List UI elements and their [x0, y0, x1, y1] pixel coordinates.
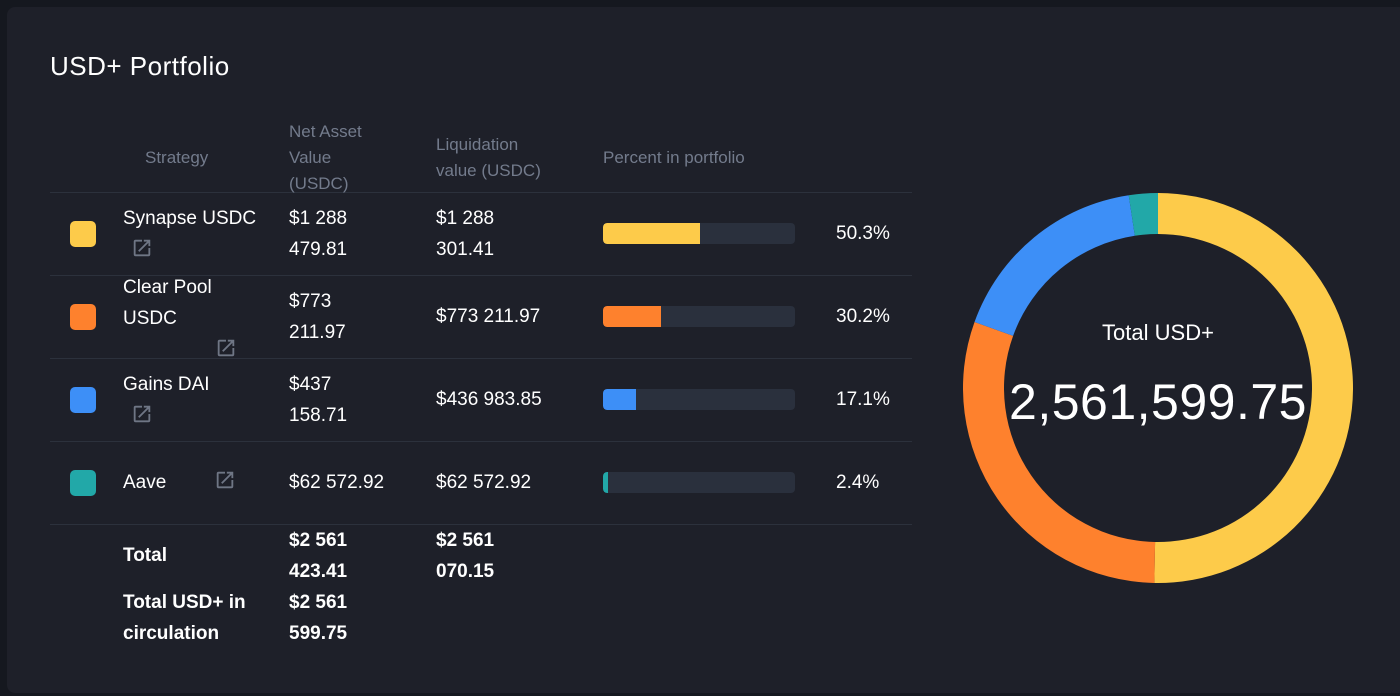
- circulation-label-line: Total USD+ in: [123, 592, 246, 613]
- percent-bar: [603, 223, 795, 244]
- color-swatch: [70, 221, 96, 247]
- nav-value: $773 211.97: [289, 286, 399, 348]
- liq-line: $1 288: [436, 208, 495, 229]
- header-nav-line: (USDC): [289, 174, 349, 193]
- liquidation-value: $62 572.92: [436, 467, 576, 498]
- strategy-name: Synapse USDC: [123, 208, 257, 229]
- circulation-label: Total USD+ in circulation: [123, 587, 246, 649]
- donut-slice-clear-pool-usdc[interactable]: [962, 321, 1156, 583]
- header-liq-line: value (USDC): [436, 161, 541, 180]
- nav-line: $437: [289, 374, 332, 395]
- header-percent: Percent in portfolio: [603, 148, 745, 167]
- liq-line: $436 983.85: [436, 389, 542, 410]
- nav-line: 479.81: [289, 239, 348, 260]
- table-header: Strategy Net Asset Value (USDC) Liquidat…: [50, 111, 912, 193]
- donut-slice-synapse-usdc[interactable]: [1154, 193, 1353, 583]
- name-line: Clear Pool: [123, 277, 212, 298]
- total-label: Total: [123, 545, 167, 566]
- total-liq-line: $2 561: [436, 530, 495, 551]
- percent-bar-fill: [603, 223, 700, 244]
- liquidation-value: $436 983.85: [436, 384, 576, 415]
- totals-section: Total $2 561 423.41 $2 561 070.15 Total …: [50, 525, 912, 655]
- nav-line: 211.97: [289, 322, 346, 343]
- percent-bar-fill: [603, 389, 636, 410]
- strategy-table: Strategy Net Asset Value (USDC) Liquidat…: [50, 111, 912, 655]
- header-strategy: Strategy: [145, 148, 209, 167]
- open-in-new-icon[interactable]: [131, 403, 153, 425]
- nav-value: $1 288 479.81: [289, 203, 399, 265]
- percent-bar: [603, 389, 795, 410]
- percent-label: 30.2%: [836, 306, 890, 327]
- open-in-new-icon[interactable]: [214, 469, 236, 491]
- circulation-value-line: $2 561: [289, 592, 348, 613]
- header-liq-line: Liquidation: [436, 135, 519, 154]
- header-nav-line: Value: [289, 148, 332, 167]
- donut-svg: [962, 193, 1353, 583]
- donut-title: Total USD+: [1102, 320, 1214, 345]
- liquidation-value: $773 211.97: [436, 301, 576, 332]
- percent-label: 2.4%: [836, 472, 880, 493]
- color-swatch: [70, 387, 96, 413]
- header-nav: Net Asset Value (USDC): [289, 119, 362, 197]
- nav-line: $1 288: [289, 208, 348, 229]
- circulation-value-line: 599.75: [289, 623, 348, 644]
- total-nav-line: $2 561: [289, 530, 348, 551]
- table-row: Gains DAI $437 158.71 $436 983.85 17.1%: [50, 359, 912, 442]
- strategy-name: Clear Pool USDC: [123, 272, 212, 334]
- donut-slice-gains-dai[interactable]: [974, 195, 1135, 336]
- circulation-label-line: circulation: [123, 623, 220, 644]
- liq-line: $62 572.92: [436, 472, 532, 493]
- table-row: Aave $62 572.92 $62 572.92 2.4%: [50, 442, 912, 525]
- total-liquidation-value: $2 561 070.15: [436, 525, 576, 587]
- circulation-value: $2 561 599.75: [289, 587, 399, 649]
- donut-chart: Total USD+ 2,561,599.75: [957, 187, 1359, 589]
- percent-bar-fill: [603, 472, 608, 493]
- donut-slice-aave[interactable]: [1128, 193, 1158, 236]
- open-in-new-icon[interactable]: [215, 337, 237, 359]
- table-row: Synapse USDC $1 288 479.81 $1 288 301.41…: [50, 193, 912, 276]
- liquidation-value: $1 288 301.41: [436, 203, 576, 265]
- nav-line: $62 572.92: [289, 472, 385, 493]
- open-in-new-icon[interactable]: [131, 237, 153, 259]
- color-swatch: [70, 304, 96, 330]
- liq-line: 301.41: [436, 239, 495, 260]
- percent-bar: [603, 306, 795, 327]
- strategy-name: Gains DAI: [123, 374, 210, 395]
- portfolio-card: USD+ Portfolio Strategy Net Asset Value …: [7, 7, 1400, 693]
- nav-line: $773: [289, 291, 332, 312]
- percent-bar: [603, 472, 795, 493]
- header-liquidation: Liquidation value (USDC): [436, 132, 541, 184]
- nav-value: $437 158.71: [289, 369, 399, 431]
- header-nav-line: Net Asset: [289, 122, 362, 141]
- donut-total: 2,561,599.75: [1009, 374, 1307, 430]
- total-nav-line: 423.41: [289, 561, 348, 582]
- strategy-name: Aave: [123, 472, 167, 493]
- nav-line: 158.71: [289, 405, 348, 426]
- percent-label: 50.3%: [836, 223, 890, 244]
- percent-bar-fill: [603, 306, 661, 327]
- table-row: Clear Pool USDC $773 211.97 $773 211.97 …: [50, 276, 912, 359]
- nav-value: $62 572.92: [289, 467, 429, 498]
- card-title: USD+ Portfolio: [50, 51, 230, 81]
- percent-label: 17.1%: [836, 389, 890, 410]
- color-swatch: [70, 470, 96, 496]
- total-nav-value: $2 561 423.41: [289, 525, 399, 587]
- total-liq-line: 070.15: [436, 561, 495, 582]
- name-line: USDC: [123, 308, 177, 329]
- liq-line: $773 211.97: [436, 306, 541, 327]
